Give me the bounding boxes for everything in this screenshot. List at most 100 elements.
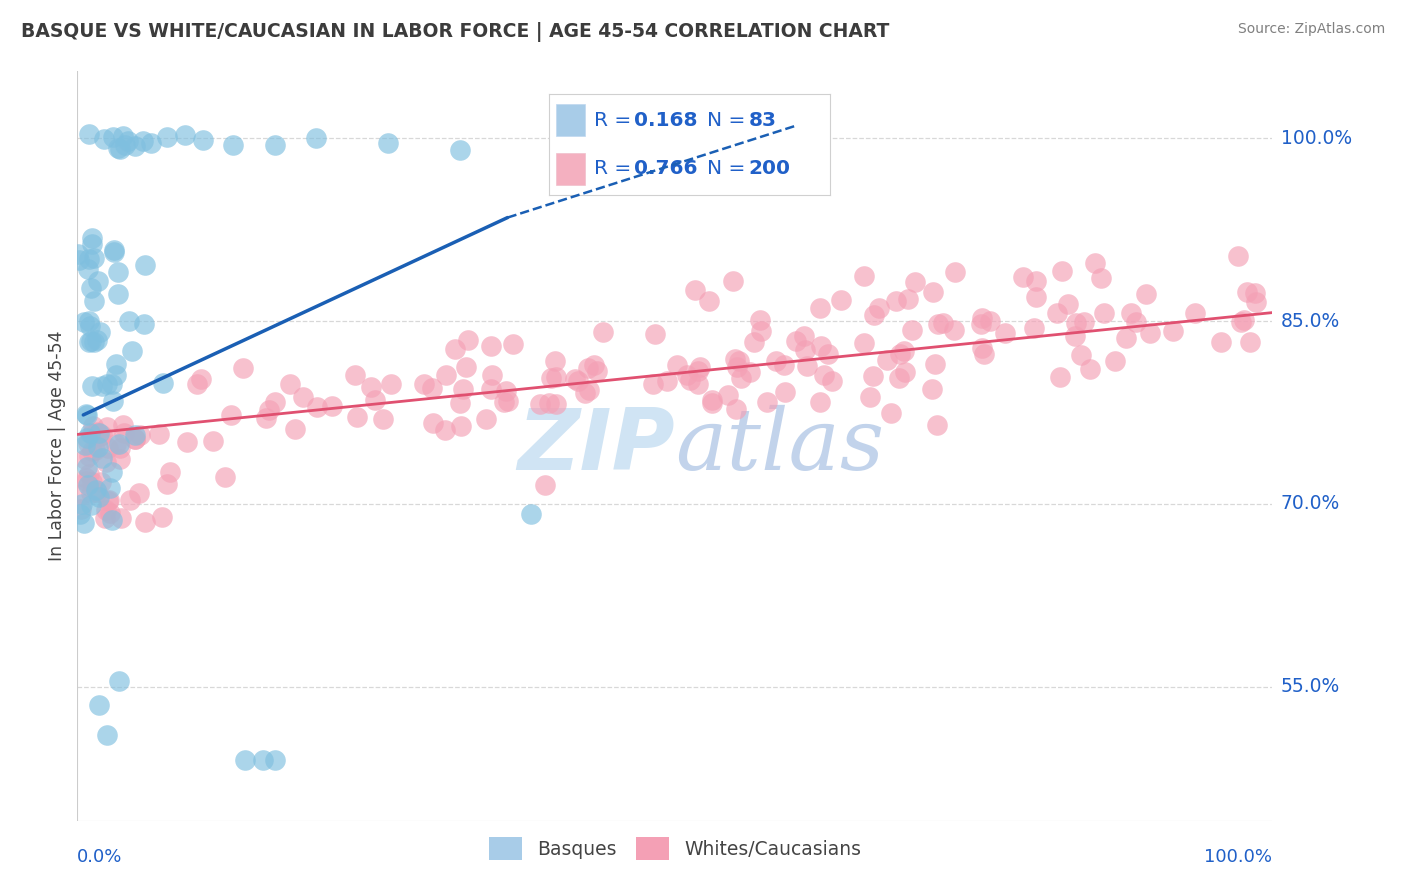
Point: [592, 325, 614, 339]
Point: [134, 258, 156, 272]
Point: [1024, 321, 1046, 335]
Point: [75, 438, 97, 452]
Point: [1232, 313, 1254, 327]
Point: [1057, 296, 1080, 310]
Point: [202, 434, 225, 448]
Text: 0.0%: 0.0%: [77, 848, 122, 866]
Point: [108, 452, 131, 467]
Point: [1236, 285, 1258, 300]
Point: [862, 368, 884, 383]
Point: [132, 134, 155, 148]
Point: [82, 231, 104, 245]
Point: [79, 426, 101, 441]
Point: [808, 301, 831, 315]
Text: 85.0%: 85.0%: [1281, 311, 1340, 331]
Point: [444, 342, 467, 356]
Point: [96, 377, 118, 392]
Point: [76, 460, 98, 475]
Point: [79, 318, 101, 333]
Text: 100.0%: 100.0%: [1205, 848, 1272, 866]
Point: [87, 698, 110, 712]
Point: [994, 326, 1017, 341]
Point: [481, 368, 503, 382]
Point: [544, 397, 567, 411]
Point: [219, 408, 242, 422]
Point: [793, 329, 815, 343]
Point: [456, 360, 478, 375]
Point: [263, 138, 285, 153]
Point: [101, 465, 124, 479]
Point: [129, 427, 152, 442]
Point: [889, 347, 911, 361]
Point: [574, 385, 596, 400]
Point: [434, 423, 457, 437]
Point: [377, 136, 399, 150]
Point: [77, 467, 100, 481]
Point: [263, 753, 285, 767]
Point: [1115, 331, 1137, 345]
Point: [80, 498, 103, 512]
Point: [863, 308, 886, 322]
Point: [103, 129, 124, 144]
Point: [893, 344, 915, 359]
Point: [232, 361, 254, 376]
Point: [943, 265, 966, 279]
Point: [1121, 305, 1143, 319]
Point: [87, 274, 110, 288]
Point: [1184, 306, 1206, 320]
Point: [922, 285, 945, 299]
Point: [479, 382, 502, 396]
Point: [925, 417, 948, 432]
Point: [813, 368, 835, 382]
Point: [80, 236, 103, 251]
Point: [76, 436, 98, 450]
Point: [152, 376, 174, 390]
Point: [176, 434, 198, 449]
Point: [98, 482, 121, 496]
Point: [689, 360, 711, 375]
Point: [101, 513, 124, 527]
Point: [104, 368, 127, 382]
Point: [67, 253, 90, 268]
Point: [371, 412, 394, 426]
Point: [94, 511, 117, 525]
Point: [972, 311, 994, 326]
Point: [897, 292, 920, 306]
Point: [98, 507, 121, 521]
Point: [921, 382, 943, 396]
Point: [973, 347, 995, 361]
Point: [80, 378, 103, 392]
Point: [82, 475, 104, 489]
Point: [110, 142, 132, 156]
Point: [83, 293, 105, 308]
Point: [796, 359, 818, 373]
Point: [1049, 370, 1071, 384]
Point: [103, 243, 125, 257]
Point: [700, 393, 723, 408]
Point: [94, 502, 117, 516]
Point: [449, 396, 471, 410]
Point: [87, 490, 110, 504]
Point: [641, 377, 664, 392]
Point: [124, 432, 146, 446]
Point: [103, 244, 125, 259]
Point: [80, 486, 103, 500]
Point: [904, 275, 927, 289]
Point: [159, 465, 181, 479]
Point: [134, 515, 156, 529]
Point: [717, 388, 740, 402]
Point: [128, 485, 150, 500]
Point: [730, 370, 752, 384]
Point: [1025, 274, 1047, 288]
Point: [775, 384, 797, 399]
Point: [86, 333, 108, 347]
Point: [1070, 348, 1092, 362]
Point: [80, 334, 103, 348]
Point: [83, 252, 105, 266]
Point: [222, 138, 245, 153]
Point: [69, 508, 91, 522]
Point: [808, 394, 831, 409]
Point: [89, 429, 111, 443]
Point: [86, 485, 108, 500]
Point: [725, 359, 748, 374]
